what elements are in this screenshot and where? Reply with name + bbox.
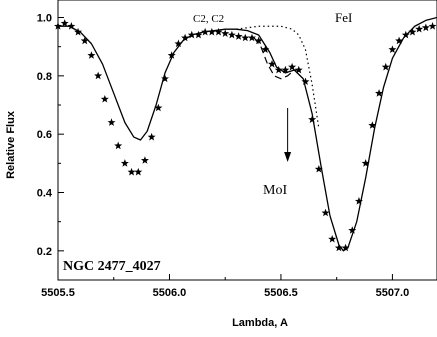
star-point-37 bbox=[301, 77, 310, 86]
star-point-45 bbox=[354, 197, 363, 205]
y-tick-label-2: 0.6 bbox=[37, 129, 52, 141]
star-point-18 bbox=[174, 39, 183, 48]
x-tick-label-3: 5507.0 bbox=[376, 287, 410, 299]
star-point-39 bbox=[314, 164, 323, 173]
star-point-9 bbox=[114, 141, 123, 150]
star-point-14 bbox=[147, 132, 156, 141]
star-point-40 bbox=[321, 208, 330, 217]
star-point-46 bbox=[361, 159, 370, 167]
star-point-32 bbox=[268, 59, 277, 68]
mo-arrow-head bbox=[284, 152, 292, 162]
star-point-16 bbox=[161, 74, 170, 83]
star-point-25 bbox=[221, 29, 230, 37]
star-point-33 bbox=[274, 65, 283, 74]
star-point-38 bbox=[308, 115, 317, 123]
star-point-28 bbox=[241, 33, 250, 42]
star-point-43 bbox=[341, 243, 350, 252]
star-point-35 bbox=[288, 62, 297, 71]
star-point-56 bbox=[428, 22, 437, 30]
x-tick-label-0: 5505.5 bbox=[41, 287, 75, 299]
star-point-30 bbox=[254, 36, 263, 45]
dotted-line-series bbox=[236, 25, 320, 129]
star-point-24 bbox=[214, 27, 223, 36]
star-point-2 bbox=[67, 22, 76, 30]
star-point-13 bbox=[140, 156, 149, 164]
star-point-12 bbox=[134, 167, 143, 176]
star-point-21 bbox=[194, 30, 203, 39]
star-point-50 bbox=[388, 45, 397, 53]
plot-frame bbox=[57, 0, 437, 281]
star-point-52 bbox=[401, 30, 410, 39]
star-point-29 bbox=[247, 33, 256, 42]
x-axis-title: Lambda, A bbox=[232, 317, 288, 329]
star-point-6 bbox=[94, 71, 103, 80]
series-layer bbox=[54, 16, 437, 252]
star-point-7 bbox=[100, 94, 109, 103]
star-point-5 bbox=[87, 51, 96, 59]
star-point-17 bbox=[167, 51, 176, 59]
plot-area bbox=[57, 0, 437, 281]
star-point-54 bbox=[415, 24, 424, 33]
y-tick-label-0: 0.2 bbox=[37, 246, 52, 258]
star-point-48 bbox=[375, 89, 384, 97]
dashed-line-series bbox=[253, 37, 302, 80]
star-point-41 bbox=[328, 234, 337, 243]
star-point-15 bbox=[154, 103, 163, 112]
star-point-55 bbox=[421, 23, 430, 32]
star-point-53 bbox=[408, 27, 417, 36]
x-tick-label-2: 5506.5 bbox=[264, 287, 298, 299]
star-point-23 bbox=[207, 27, 216, 36]
y-tick-label-1: 0.4 bbox=[37, 188, 53, 200]
star-point-42 bbox=[334, 243, 343, 252]
c2-label: C2, C2 bbox=[193, 13, 224, 25]
star-point-10 bbox=[120, 159, 129, 167]
star-point-1 bbox=[60, 19, 69, 27]
star-point-44 bbox=[348, 226, 357, 234]
star-point-11 bbox=[127, 167, 136, 176]
object-label: NGC 2477_4027 bbox=[63, 259, 161, 274]
star-point-34 bbox=[281, 65, 290, 74]
mo-label: MoI bbox=[263, 183, 287, 198]
y-axis-title: Relative Flux bbox=[5, 110, 17, 179]
star-point-4 bbox=[80, 36, 89, 45]
y-tick-label-4: 1.0 bbox=[37, 13, 52, 25]
star-point-47 bbox=[368, 121, 377, 129]
star-point-26 bbox=[227, 30, 236, 39]
star-point-51 bbox=[395, 36, 404, 45]
y-tick-label-3: 0.8 bbox=[37, 71, 52, 83]
star-point-31 bbox=[261, 45, 270, 53]
fe-label: FeI bbox=[335, 10, 352, 25]
star-point-19 bbox=[181, 33, 190, 42]
star-point-49 bbox=[381, 62, 390, 71]
star-point-27 bbox=[234, 32, 243, 40]
solid-line-series bbox=[58, 16, 437, 252]
x-tick-label-1: 5506.0 bbox=[153, 287, 187, 299]
axes: 5505.5 5506.0 5506.5 5507.0 0.2 0.4 0.6 0.8 1.0 bbox=[37, 13, 410, 300]
star-point-8 bbox=[107, 118, 116, 126]
star-point-3 bbox=[74, 27, 83, 36]
